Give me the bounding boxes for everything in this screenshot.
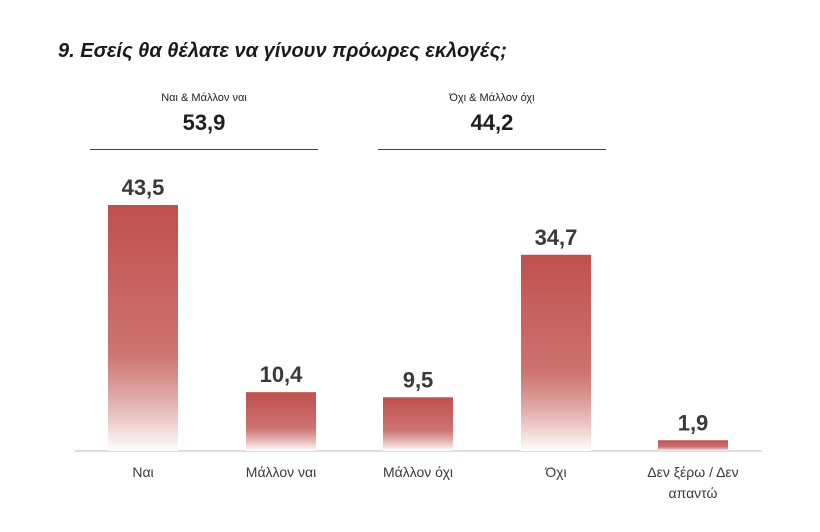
group-no-value: 44,2 bbox=[470, 110, 514, 135]
data-label-2: 10,4 bbox=[260, 362, 304, 387]
category-label-5-line-2: απαντώ bbox=[669, 485, 718, 501]
category-label-1: Ναι bbox=[132, 464, 153, 480]
group-no-summary: Όχι & Μάλλον όχι 44,2 bbox=[378, 92, 606, 150]
group-no-line bbox=[378, 149, 606, 150]
bar-5 bbox=[658, 440, 728, 451]
category-label-2: Μάλλον ναι bbox=[246, 464, 316, 480]
category-label-3: Μάλλον όχι bbox=[383, 464, 453, 480]
bar-3 bbox=[383, 397, 453, 451]
group-no-label: Όχι & Μάλλον όχι bbox=[449, 92, 535, 104]
chart-title: 9. Εσείς θα θέλατε να γίνουν πρόωρες εκλ… bbox=[58, 40, 507, 62]
group-yes-label: Ναι & Μάλλον ναι bbox=[161, 92, 247, 104]
group-yes-summary: Ναι & Μάλλον ναι 53,9 bbox=[90, 92, 318, 150]
bar-2 bbox=[246, 392, 316, 451]
bar-1 bbox=[108, 205, 178, 451]
data-label-1: 43,5 bbox=[122, 175, 165, 200]
data-label-3: 9,5 bbox=[403, 367, 434, 392]
category-label-5-line-1: Δεν ξέρω / Δεν bbox=[647, 464, 738, 480]
group-yes-line bbox=[90, 149, 318, 150]
data-label-4: 34,7 bbox=[535, 225, 578, 250]
group-yes-value: 53,9 bbox=[182, 110, 226, 135]
bar-4 bbox=[521, 254, 591, 451]
data-label-5: 1,9 bbox=[678, 410, 709, 435]
category-label-4: Όχι bbox=[544, 464, 566, 480]
